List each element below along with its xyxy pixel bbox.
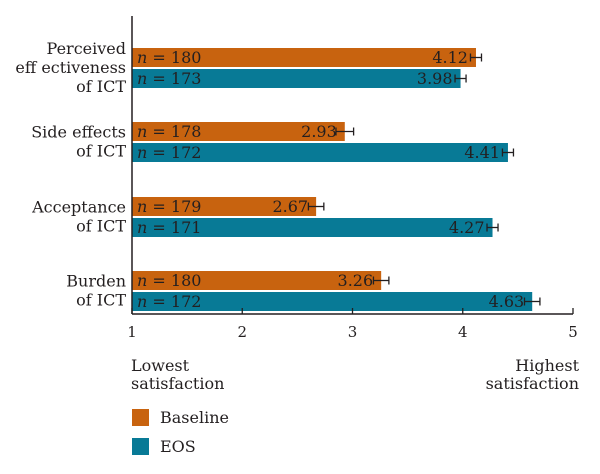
axis-low-label: satisfaction — [131, 374, 224, 393]
sample-size-label: n = 172 — [137, 292, 201, 311]
bar-eos — [132, 292, 533, 311]
error-bar — [469, 53, 483, 62]
category-label: Acceptance — [31, 198, 126, 217]
category-label: of ICT — [76, 291, 126, 310]
x-tick-label: 5 — [568, 323, 578, 341]
sample-size-label: n = 179 — [137, 197, 201, 216]
category-label: of ICT — [76, 77, 126, 96]
bar-baseline — [132, 48, 476, 67]
axis-high-label: satisfaction — [486, 374, 579, 393]
legend-label-eos: EOS — [160, 437, 196, 456]
sample-size-label: n = 171 — [137, 218, 201, 237]
bar-eos — [132, 69, 461, 88]
category-label: Side effects — [31, 123, 126, 142]
x-tick-label: 2 — [237, 323, 247, 341]
sample-size-label: n = 178 — [137, 122, 201, 141]
error-bar — [454, 74, 467, 83]
bar-baseline — [132, 271, 382, 290]
value-label: 2.67 — [272, 197, 308, 216]
bars: n = 180 4.12 n = 178 2.93 n = 179 2.67 n = 180… — [132, 48, 541, 311]
category-label: eff ectiveness — [15, 58, 126, 77]
legend-swatch-baseline — [132, 409, 149, 426]
legend-swatch-eos — [132, 438, 149, 455]
bar-eos — [132, 218, 493, 237]
value-label: 4.41 — [464, 143, 500, 162]
x-tick-label: 1 — [127, 323, 137, 341]
error-bar — [486, 223, 499, 232]
x-tick-label: 4 — [458, 323, 468, 341]
bar-baseline — [132, 197, 317, 216]
value-label: 3.26 — [338, 271, 374, 290]
category-label: of ICT — [76, 142, 126, 161]
value-label: 4.63 — [489, 292, 525, 311]
error-bar — [501, 148, 515, 157]
category-label: Perceived — [47, 39, 126, 58]
legend-label-baseline: Baseline — [160, 408, 229, 427]
value-label: 4.27 — [449, 218, 485, 237]
axis-high-label: Highest — [515, 356, 579, 375]
bar-baseline — [132, 122, 345, 141]
sample-size-label: n = 180 — [137, 48, 201, 67]
x-tick-label: 3 — [348, 323, 358, 341]
value-label: 4.12 — [432, 48, 468, 67]
sample-size-label: n = 173 — [137, 69, 201, 88]
error-bar — [523, 297, 541, 306]
x-axis: 1 2 3 4 5LowestsatisfactionHighestsatisfacti… — [127, 16, 580, 393]
legend: Baseline EOS — [132, 408, 229, 456]
value-label: 3.98 — [417, 69, 453, 88]
error-bar — [372, 276, 390, 285]
sample-size-label: n = 172 — [137, 143, 201, 162]
axis-low-label: Lowest — [131, 356, 190, 375]
sample-size-label: n = 180 — [137, 271, 201, 290]
category-label: of ICT — [76, 217, 126, 236]
error-bar — [307, 202, 325, 211]
bar-eos — [132, 143, 508, 162]
category-label: Burden — [66, 272, 126, 291]
error-bar — [335, 127, 355, 136]
value-label: 2.93 — [301, 122, 337, 141]
